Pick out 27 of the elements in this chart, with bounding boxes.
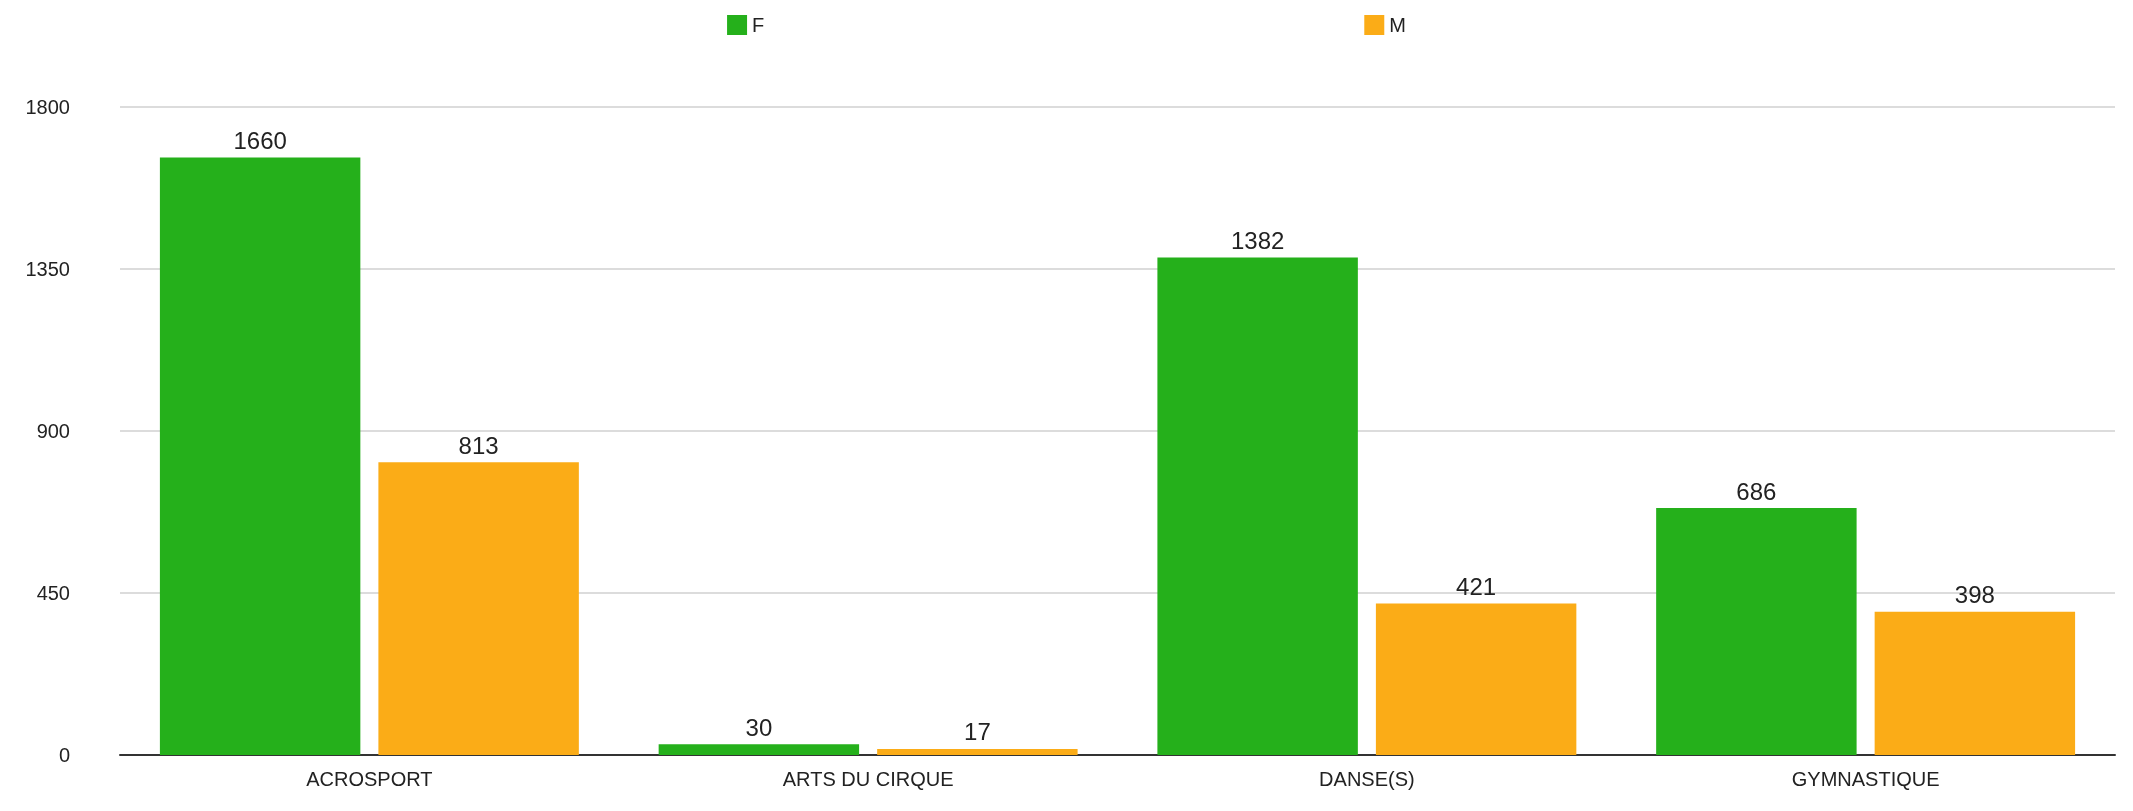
y-tick-label: 900	[36, 420, 70, 442]
bar	[658, 744, 860, 755]
bar	[159, 157, 361, 755]
data-label: 421	[1456, 572, 1497, 600]
bar	[1874, 611, 2076, 755]
y-tick-label: 1800	[25, 96, 70, 118]
bar	[1656, 508, 1857, 755]
bar	[1375, 603, 1577, 755]
bar	[1157, 257, 1358, 755]
x-tick-label: GYMNASTIQUE	[1791, 768, 1940, 790]
data-label: 686	[1736, 477, 1777, 505]
data-label: 17	[964, 718, 991, 746]
y-tick-label: 0	[58, 744, 70, 766]
data-label: 1382	[1230, 226, 1285, 254]
y-tick-label: 1350	[25, 258, 70, 280]
data-label: 398	[1954, 581, 1995, 609]
x-tick-label: ACROSPORT	[306, 768, 433, 790]
legend-label: F	[752, 14, 765, 36]
x-tick-label: ARTS DU CIRQUE	[782, 768, 954, 790]
y-tick-label: 450	[36, 582, 70, 604]
data-label: 813	[458, 431, 499, 459]
x-tick-label: DANSE(S)	[1319, 768, 1415, 790]
bar	[378, 462, 579, 755]
data-label: 1660	[233, 126, 287, 154]
data-label: 30	[745, 713, 773, 741]
bar	[877, 748, 1078, 755]
legend-label: M	[1389, 14, 1406, 36]
